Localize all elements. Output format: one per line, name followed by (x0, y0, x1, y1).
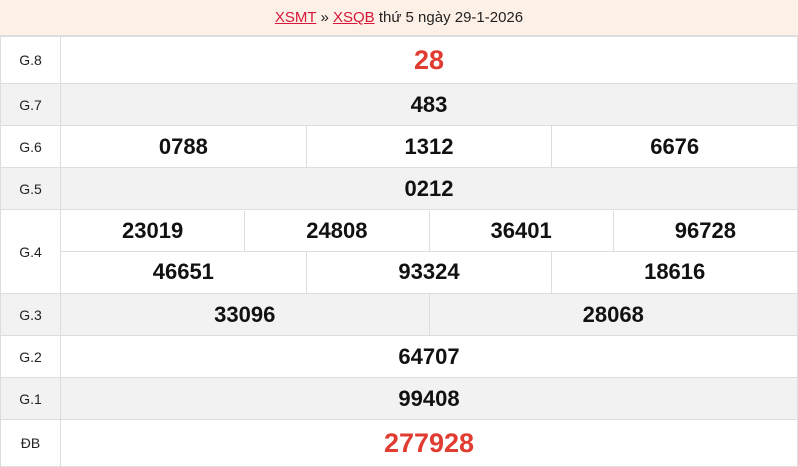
results-header: XSMT » XSQB thứ 5 ngày 29-1-2026 (0, 0, 798, 36)
prize-label: G.3 (0, 293, 61, 336)
draw-date: thứ 5 ngày 29-1-2026 (378, 9, 524, 26)
prize-row-g4: G.4 23019 24808 36401 96728 46651 93324 … (0, 209, 798, 294)
prize-row-g1: G.1 99408 (0, 377, 798, 420)
prize-label: G.6 (0, 125, 61, 168)
prize-value: 24808 (244, 210, 428, 251)
results-table: G.8 28 G.7 483 G.6 0788 1312 6676 G.5 0212 … (0, 36, 798, 467)
prize-value: 277928 (60, 419, 798, 467)
prize-label: G.4 (0, 209, 61, 294)
prize-label: G.8 (0, 36, 61, 84)
xsqb-link[interactable]: XSQB (332, 9, 375, 26)
prize-row-g2: G.2 64707 (0, 335, 798, 378)
prize-value: 33096 (214, 301, 276, 327)
breadcrumb-separator: » (320, 9, 329, 26)
prize-row-g7: G.7 483 (0, 83, 798, 126)
prize-value: 64707 (60, 335, 798, 378)
prize-row-g8: G.8 28 (0, 36, 798, 84)
prize-row-g6: G.6 0788 1312 6676 (0, 125, 798, 168)
prize-label: G.5 (0, 167, 61, 210)
prize-value: 483 (60, 83, 798, 126)
prize-value: 28 (60, 36, 798, 84)
prize-value: 96728 (612, 210, 797, 251)
prize-value: 23019 (122, 217, 184, 243)
prize-label: G.1 (0, 377, 61, 420)
prize-row-special: ĐB 277928 (0, 419, 798, 467)
prize-label: ĐB (0, 419, 61, 467)
prize-label: G.7 (0, 83, 61, 126)
prize-value: 6676 (551, 126, 797, 167)
prize-value: 36401 (428, 210, 613, 251)
xsmt-link[interactable]: XSMT (274, 9, 317, 26)
prize-value: 28068 (428, 294, 798, 335)
prize-value: 46651 (152, 259, 214, 284)
prize-row-g3: G.3 33096 28068 (0, 293, 798, 336)
prize-row-g5: G.5 0212 (0, 167, 798, 210)
prize-value: 18616 (551, 251, 797, 293)
prize-value: 0212 (60, 167, 798, 210)
prize-label: G.2 (0, 335, 61, 378)
prize-value: 99408 (60, 377, 798, 420)
prize-value: 1312 (305, 126, 552, 167)
prize-value: 0788 (158, 133, 208, 159)
prize-value: 93324 (305, 251, 552, 293)
